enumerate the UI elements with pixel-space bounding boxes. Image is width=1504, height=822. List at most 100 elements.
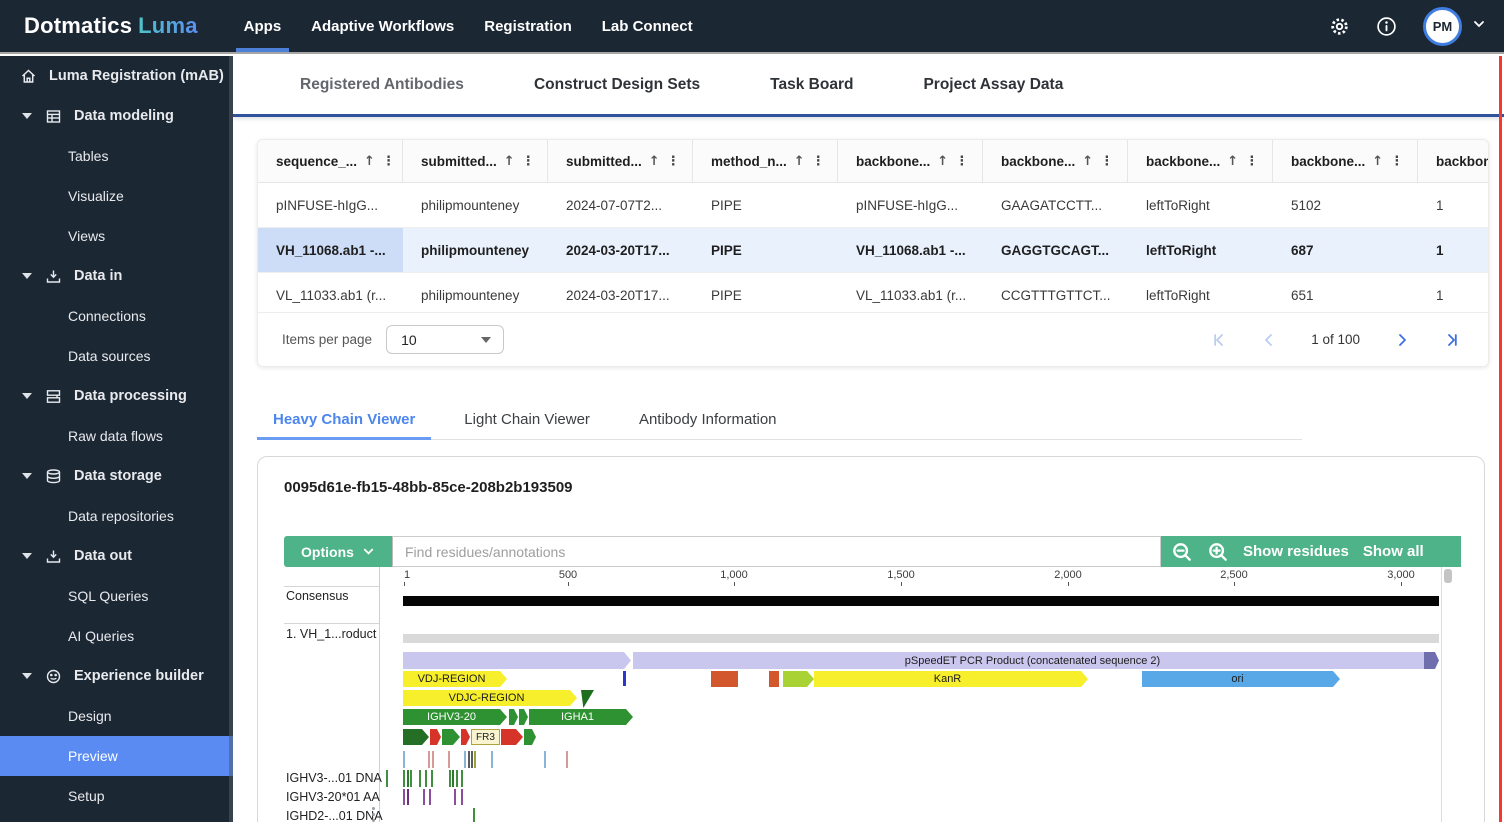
- user-menu[interactable]: PM: [1423, 6, 1486, 46]
- sidebar-item-connections[interactable]: Connections: [68, 308, 146, 324]
- annotation-feature[interactable]: [430, 729, 441, 745]
- column-header-8[interactable]: backbone...↑⋮: [1418, 140, 1488, 182]
- sidebar-item-visualize[interactable]: Visualize: [68, 188, 124, 204]
- tab-antibody-information[interactable]: Antibody Information: [638, 411, 777, 428]
- annotation-feature[interactable]: [501, 729, 523, 745]
- annotation-pspeedet-pcr-product-concatenated-sequence-2[interactable]: pSpeedET PCR Product (concatenated seque…: [633, 652, 1439, 669]
- column-header-6[interactable]: backbone... ↑ ⋮: [1128, 140, 1273, 182]
- annotation-feature[interactable]: [461, 729, 470, 745]
- tab-light-chain-viewer[interactable]: Light Chain Viewer: [464, 411, 590, 428]
- annotation-feature[interactable]: [783, 671, 814, 687]
- sidebar-item-home[interactable]: Luma Registration (mAB): [0, 56, 233, 96]
- annotation-igha1[interactable]: IGHA1: [529, 709, 633, 725]
- column-menu-icon[interactable]: ⋮: [1390, 153, 1404, 169]
- column-menu-icon[interactable]: ⋮: [666, 153, 680, 169]
- sidebar-item-data-repositories[interactable]: Data repositories: [68, 508, 174, 524]
- tab-heavy-chain-viewer[interactable]: Heavy Chain Viewer: [257, 400, 432, 440]
- annotation-vdj-region[interactable]: VDJ-REGION: [403, 671, 507, 687]
- table-row[interactable]: pINFUSE-hIgG... philipmounteney 2024-07-07…: [258, 183, 1488, 228]
- column-header-1[interactable]: submitted... ↑ ⋮: [403, 140, 548, 182]
- column-header-7[interactable]: backbone... ↑ ⋮: [1273, 140, 1418, 182]
- annotation-feature[interactable]: [442, 729, 460, 745]
- column-menu-icon[interactable]: ⋮: [811, 153, 825, 169]
- options-button[interactable]: Options: [284, 536, 392, 567]
- tab-construct-design-sets[interactable]: Construct Design Sets: [533, 76, 701, 93]
- first-page-icon[interactable]: [1211, 332, 1227, 348]
- viewer-scrollbar[interactable]: [1441, 567, 1454, 822]
- nav-item-apps[interactable]: Apps: [235, 0, 289, 52]
- show-residues-button[interactable]: Show residues: [1243, 543, 1349, 560]
- chevron-down-icon[interactable]: [1472, 17, 1486, 36]
- show-all-button[interactable]: Show all: [1362, 543, 1424, 560]
- column-menu-icon[interactable]: ⋮: [1245, 153, 1259, 169]
- annotation-feature[interactable]: [1424, 652, 1439, 669]
- sort-arrow-icon[interactable]: ↑: [1227, 153, 1239, 169]
- previous-page-icon[interactable]: [1261, 332, 1277, 348]
- sort-arrow-icon[interactable]: ↑: [364, 153, 375, 169]
- sidebar-item-sql-queries[interactable]: SQL Queries: [68, 588, 149, 604]
- sidebar-item-ai-queries[interactable]: AI Queries: [68, 628, 135, 644]
- brand-logo[interactable]: Dotmatics Luma: [24, 13, 198, 39]
- last-page-icon[interactable]: [1444, 332, 1460, 348]
- sort-arrow-icon[interactable]: ↑: [937, 153, 949, 169]
- tab-task-board[interactable]: Task Board: [770, 76, 854, 93]
- column-header-4[interactable]: backbone... ↑ ⋮: [838, 140, 983, 182]
- sort-arrow-icon[interactable]: ↑: [1372, 153, 1384, 169]
- find-residues-input[interactable]: [392, 536, 1161, 567]
- alignment-tick: [454, 789, 456, 805]
- panel-drag-handle[interactable]: [372, 807, 375, 822]
- column-header-2[interactable]: submitted... ↑ ⋮: [548, 140, 693, 182]
- column-header-5[interactable]: backbone... ↑ ⋮: [983, 140, 1128, 182]
- sidebar-item-views[interactable]: Views: [68, 228, 106, 244]
- annotation-vdjc-region[interactable]: VDJC-REGION: [403, 690, 577, 706]
- column-header-3[interactable]: method_n... ↑ ⋮: [693, 140, 838, 182]
- annotation-feature[interactable]: [519, 709, 528, 725]
- sidebar-item-raw-data-flows[interactable]: Raw data flows: [68, 428, 163, 444]
- sidebar-section-data-in[interactable]: Data in: [0, 256, 233, 296]
- viewer-scrollbar-thumb[interactable]: [1444, 569, 1452, 583]
- tab-registered-antibodies[interactable]: Registered Antibodies: [300, 76, 464, 93]
- sidebar-section-data-modeling[interactable]: Data modeling: [0, 96, 233, 136]
- table-row[interactable]: VH_11068.ab1 -... philipmounteney 2024-03-…: [258, 228, 1488, 273]
- items-per-page-select[interactable]: 10: [386, 325, 505, 354]
- annotation-ighv3-20[interactable]: IGHV3-20: [403, 709, 507, 725]
- column-menu-icon[interactable]: ⋮: [521, 153, 535, 169]
- sidebar-item-preview[interactable]: Preview: [0, 736, 233, 776]
- sequence-track-canvas[interactable]: 1 500 1,000 1,500 2,000 2,500 3,000 pSpeedET PC…: [383, 567, 1441, 822]
- zoom-in-icon[interactable]: [1207, 541, 1229, 563]
- table-row[interactable]: VL_11033.ab1 (r... philipmounteney 2024-03…: [258, 273, 1488, 318]
- sidebar-item-tables[interactable]: Tables: [68, 148, 109, 164]
- annotation-feature[interactable]: [509, 709, 518, 725]
- column-menu-icon[interactable]: ⋮: [381, 153, 395, 169]
- zoom-out-icon[interactable]: [1171, 541, 1193, 563]
- sidebar-section-experience-builder[interactable]: Experience builder: [0, 656, 233, 696]
- settings-gear-icon[interactable]: [1329, 16, 1350, 37]
- nav-item-registration[interactable]: Registration: [484, 17, 572, 35]
- viewer-tab-bar: Heavy Chain Viewer Light Chain Viewer Anti…: [257, 400, 1302, 440]
- sort-arrow-icon[interactable]: ↑: [1082, 153, 1094, 169]
- sidebar-item-data-sources[interactable]: Data sources: [68, 348, 151, 364]
- sidebar-item-setup[interactable]: Setup: [68, 788, 105, 804]
- annotation-feature[interactable]: [403, 652, 631, 669]
- column-menu-icon[interactable]: ⋮: [1100, 153, 1114, 169]
- sidebar-section-data-processing[interactable]: Data processing: [0, 376, 233, 416]
- sort-arrow-icon[interactable]: ↑: [503, 153, 515, 169]
- nav-item-lab-connect[interactable]: Lab Connect: [601, 17, 693, 35]
- annotation-feature[interactable]: [403, 729, 429, 745]
- info-icon[interactable]: [1376, 16, 1397, 37]
- annotation-ori[interactable]: ori: [1142, 671, 1340, 687]
- annotation-fr3[interactable]: FR3: [471, 729, 500, 745]
- next-page-icon[interactable]: [1394, 332, 1410, 348]
- sort-arrow-icon[interactable]: ↑: [648, 153, 660, 169]
- annotation-feature[interactable]: [524, 729, 536, 745]
- column-menu-icon[interactable]: ⋮: [955, 153, 969, 169]
- nav-item-adaptive-workflows[interactable]: Adaptive Workflows: [311, 17, 455, 35]
- avatar[interactable]: PM: [1423, 6, 1462, 46]
- tab-project-assay-data[interactable]: Project Assay Data: [923, 76, 1064, 93]
- sidebar-item-design[interactable]: Design: [68, 708, 112, 724]
- sidebar-section-data-out[interactable]: Data out: [0, 536, 233, 576]
- sort-arrow-icon[interactable]: ↑: [793, 153, 805, 169]
- annotation-kanr[interactable]: KanR: [814, 671, 1088, 687]
- sidebar-section-data-storage[interactable]: Data storage: [0, 456, 233, 496]
- column-header-0[interactable]: sequence_... ↑ ⋮: [258, 140, 403, 182]
